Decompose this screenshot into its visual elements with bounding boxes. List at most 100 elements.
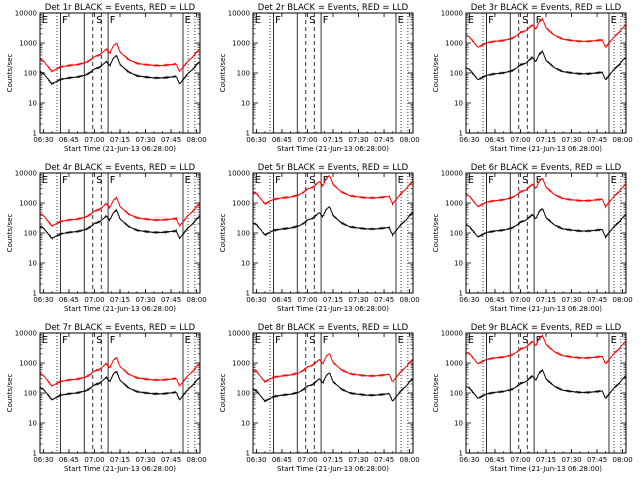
y-tick-label: 1 [459,450,463,458]
y-tick-label: 10000 [441,170,463,178]
x-axis-label: Start Time (21-Jun-13 06:28:00) [277,305,389,313]
y-tick-label: 1 [459,290,463,298]
y-tick-label: 10 [28,420,37,428]
series-lld-line [39,356,201,387]
y-tick-label: 1 [246,130,250,138]
series-lld-line [252,174,414,207]
marker-e: E [398,175,404,186]
x-tick-label: 07:45 [374,456,394,464]
x-tick-label: 08:00 [613,296,633,304]
x-tick-label: 06:30 [459,456,479,464]
x-tick-label: 08:00 [400,296,420,304]
series-events-line [39,54,201,86]
series-lld-line [39,195,201,228]
panel-6: Det 6r BLACK = Events, RED = LLD 1 10 100 10… [432,163,633,313]
marker-s: S [96,15,102,26]
marker-e: E [255,175,261,186]
y-axis-label: Counts/sec [219,374,227,413]
series-events-line [39,208,201,240]
series-lld-line [465,17,627,48]
x-tick-label: 06:45 [272,296,292,304]
y-tick-label: 10000 [15,170,37,178]
x-tick-label: 07:30 [561,296,581,304]
y-tick-label: 10 [241,100,250,108]
x-tick-label: 07:45 [161,456,181,464]
y-tick-label: 1000 [445,360,463,368]
marker-f: F [488,175,494,186]
y-tick-label: 10000 [441,10,463,18]
y-tick-label: 100 [450,230,463,238]
x-tick-label: 07:45 [587,456,607,464]
y-tick-label: 1 [246,450,250,458]
x-tick-label: 07:15 [536,136,556,144]
series-events-line [39,370,201,401]
series-events-line [465,49,627,80]
y-tick-label: 1 [459,130,463,138]
plot-frame [465,172,627,294]
y-axis-label: Counts/sec [219,214,227,253]
x-tick-label: 07:00 [297,456,317,464]
x-tick-label: 08:00 [187,456,207,464]
panel-title: Det 7r BLACK = Events, RED = LLD [45,323,196,333]
y-axis-label: Counts/sec [432,54,440,93]
x-tick-label: 07:15 [323,296,343,304]
series-lld-line [465,177,627,209]
x-axis-label: Start Time (21-Jun-13 06:28:00) [490,465,602,473]
marker-e: E [611,15,617,26]
panel-title: Det 4r BLACK = Events, RED = LLD [45,163,196,173]
y-tick-label: 10 [241,260,250,268]
y-tick-label: 10000 [15,10,37,18]
marker-e: E [611,335,617,346]
y-tick-label: 10 [28,260,37,268]
marker-e: E [255,15,261,26]
x-tick-label: 07:45 [587,136,607,144]
x-tick-label: 06:45 [485,136,505,144]
marker-f: F [488,335,494,346]
marker-e: E [611,175,617,186]
panel-title: Det 8r BLACK = Events, RED = LLD [258,323,409,333]
x-axis-label: Start Time (21-Jun-13 06:28:00) [277,145,389,153]
marker-e: E [468,15,474,26]
y-axis-label: Counts/sec [432,214,440,253]
x-tick-label: 06:45 [485,296,505,304]
plot-frame [252,172,414,294]
plot-frame [39,332,201,454]
series-events-line [465,368,627,399]
x-axis-label: Start Time (21-Jun-13 06:28:00) [64,305,176,313]
y-tick-label: 100 [24,230,37,238]
x-tick-label: 07:00 [297,296,317,304]
x-tick-label: 07:00 [297,136,317,144]
x-tick-label: 06:45 [59,456,79,464]
marker-s: S [96,335,102,346]
marker-f: F [323,335,329,346]
marker-e: E [42,15,48,26]
marker-e: E [255,335,261,346]
marker-e: E [398,335,404,346]
x-tick-label: 07:00 [84,136,104,144]
x-tick-label: 08:00 [613,456,633,464]
x-tick-label: 07:00 [510,296,530,304]
panel-3: Det 3r BLACK = Events, RED = LLD 1 10 100 10… [432,3,633,153]
marker-e: E [185,175,191,186]
marker-f: F [536,175,542,186]
y-axis-label: Counts/sec [6,214,14,253]
x-axis-label: Start Time (21-Jun-13 06:28:00) [64,145,176,153]
series-lld-line [465,334,627,365]
y-axis-label: Counts/sec [6,374,14,413]
y-tick-label: 10 [454,420,463,428]
panel-7: Det 7r BLACK = Events, RED = LLD 1 10 100 10… [6,323,207,473]
y-tick-label: 1000 [445,200,463,208]
x-tick-label: 07:00 [510,456,530,464]
plot-frame [465,332,627,454]
marker-e: E [42,175,48,186]
marker-e: E [185,335,191,346]
series-events-line [465,208,627,240]
x-tick-label: 08:00 [187,296,207,304]
marker-s: S [522,335,528,346]
series-events-line [252,205,414,238]
y-tick-label: 100 [237,70,250,78]
x-tick-label: 08:00 [187,136,207,144]
x-tick-label: 07:15 [110,296,130,304]
x-tick-label: 06:45 [485,456,505,464]
y-tick-label: 1000 [19,200,37,208]
